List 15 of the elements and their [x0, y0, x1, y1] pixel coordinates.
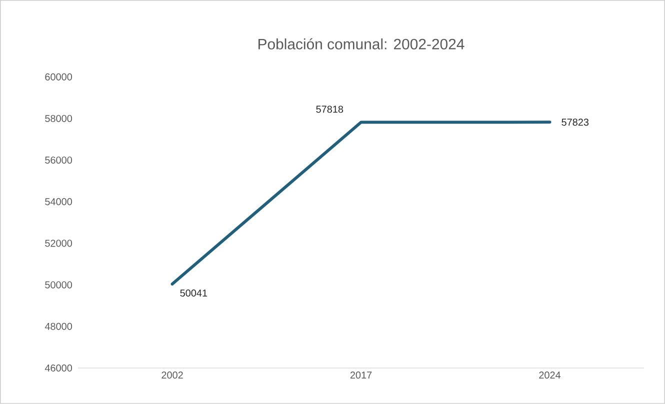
data-label: 50041	[180, 290, 208, 297]
y-tick-label: 52000	[45, 240, 72, 247]
data-label: 57818	[316, 106, 344, 113]
y-tick-label: 60000	[45, 73, 72, 80]
y-tick-label: 46000	[44, 364, 72, 372]
chart-title: Población comunal: 2002-2024	[258, 38, 464, 50]
x-tick-label: 2024	[539, 372, 561, 379]
x-tick-label: 2002	[162, 372, 183, 379]
y-tick-label: 58000	[45, 115, 72, 122]
data-label: 57823	[562, 118, 589, 126]
y-tick-label: 56000	[45, 156, 72, 164]
y-tick-label: 48000	[44, 322, 72, 330]
x-tick-label: 2017	[350, 372, 372, 379]
y-tick-label: 50000	[45, 281, 72, 288]
y-tick-label: 54000	[45, 198, 72, 206]
